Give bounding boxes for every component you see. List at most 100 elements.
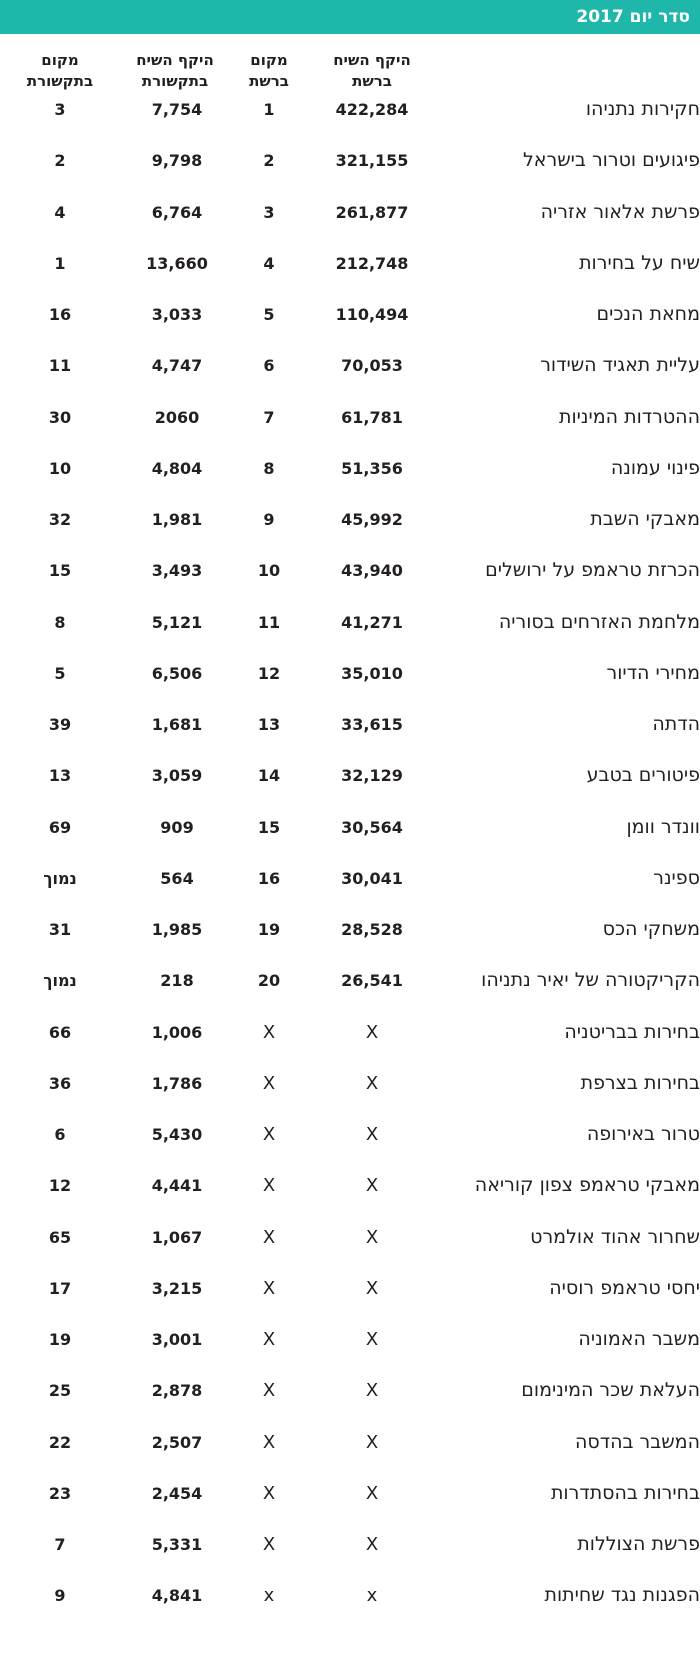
header-net-volume: היקף השיח ברשת <box>322 50 422 92</box>
header-media-rank: מקום בתקשורת <box>10 50 110 92</box>
header-media-rank-line2: בתקשורת <box>26 72 94 90</box>
topic-cell: מחירי הדיור <box>606 661 700 684</box>
media-volume-cell: 6,764 <box>151 202 203 222</box>
net-rank-cell: 2 <box>263 151 275 171</box>
net-volume-cell: X <box>365 1482 379 1504</box>
topic-cell: טרור באירופה <box>586 1123 700 1145</box>
topic-cell: פרשת אלאור אזריה <box>540 200 700 223</box>
net-rank-cell: X <box>262 1124 276 1145</box>
net-rank-cell: X <box>262 1021 276 1043</box>
media-rank-cell: 11 <box>48 356 72 376</box>
table-row: מחאת הנכים 110,494 5 3,033 16 <box>0 289 700 340</box>
net-volume-cell: 261,877 <box>335 202 409 222</box>
media-volume-cell: 3,001 <box>151 1330 203 1349</box>
net-rank-cell: X <box>262 1380 276 1402</box>
media-rank-cell: 25 <box>48 1381 72 1401</box>
topic-cell: פינוי עמונה <box>610 456 700 479</box>
net-volume-cell: 51,356 <box>341 458 403 478</box>
net-rank-cell: 11 <box>257 612 281 632</box>
media-volume-cell: 909 <box>160 817 194 837</box>
media-volume-cell: 5,430 <box>151 1125 203 1144</box>
net-volume-cell: 321,155 <box>335 151 409 171</box>
media-rank-cell: 66 <box>48 1022 72 1042</box>
header-media-volume-line2: בתקשורת <box>141 72 209 90</box>
table-row: חקירות נתניהו 422,284 1 7,754 3 <box>0 84 700 135</box>
media-volume-cell: 1,681 <box>151 715 203 734</box>
topic-cell: העלאת שכר המינימום <box>521 1379 700 1402</box>
header-net-rank: מקום ברשת <box>234 50 304 92</box>
media-volume-cell: 3,493 <box>151 561 203 581</box>
media-rank-cell: 23 <box>48 1483 72 1503</box>
table-row: פרשת אלאור אזריה 261,877 3 6,764 4 <box>0 187 700 238</box>
net-volume-cell: X <box>365 1226 379 1248</box>
net-volume-cell: X <box>365 1431 379 1453</box>
media-volume-cell: 5,121 <box>151 612 203 632</box>
page-title: סדר יום 2017 <box>576 7 690 27</box>
net-rank-cell: 1 <box>263 100 275 119</box>
topic-cell: המשבר בהדסה <box>574 1430 700 1453</box>
net-rank-cell: 15 <box>257 817 281 837</box>
header-media-volume-line1: היקף השיח <box>136 51 214 69</box>
net-volume-cell: 33,615 <box>341 715 403 734</box>
net-volume-cell: 26,541 <box>341 971 403 991</box>
net-volume-cell: 30,564 <box>341 817 403 837</box>
table-row: משחקי הכס 28,528 19 1,985 31 <box>0 904 700 955</box>
net-rank-cell: 16 <box>257 868 281 888</box>
topic-cell: בחירות בהסתדרות <box>550 1481 700 1504</box>
net-rank-cell: 14 <box>257 766 281 786</box>
net-rank-cell: 13 <box>257 715 281 734</box>
topic-cell: הקריקטורה של יאיר נתניהו <box>481 969 700 992</box>
topic-cell: ההטרדות המיניות <box>558 405 700 428</box>
media-volume-cell: 4,804 <box>151 458 203 478</box>
topic-cell: שיח על בחירות <box>579 251 700 274</box>
net-volume-cell: 41,271 <box>341 612 403 632</box>
media-volume-cell: 7,754 <box>151 100 203 119</box>
net-rank-cell: X <box>262 1072 276 1094</box>
media-volume-cell: 2060 <box>154 407 200 427</box>
media-rank-cell: 3 <box>54 100 66 119</box>
topic-cell: משבר האמוניה <box>578 1328 700 1350</box>
table-row: מאבקי השבת 45,992 9 1,981 32 <box>0 494 700 545</box>
net-volume-cell: x <box>366 1585 378 1607</box>
topic-cell: פרשת הצוללות <box>577 1533 700 1555</box>
media-volume-cell: 2,507 <box>151 1432 203 1452</box>
table-row: ספינר 30,041 16 564 נמוך <box>0 853 700 904</box>
topic-cell: פיטורים בטבע <box>586 764 700 787</box>
net-volume-cell: 61,781 <box>341 407 403 427</box>
table-row: הפגנות נגד שחיתות x x 4,841 9 <box>0 1570 700 1621</box>
media-rank-cell: 8 <box>54 612 66 632</box>
media-rank-cell: 19 <box>48 1330 72 1349</box>
table-row: מלחמת האזרחים בסוריה 41,271 11 5,121 8 <box>0 597 700 648</box>
table-row: טרור באירופה X X 5,430 6 <box>0 1109 700 1160</box>
net-volume-cell: X <box>365 1329 379 1350</box>
media-volume-cell: 5,331 <box>151 1535 203 1554</box>
table-row: פרשת הצוללות X X 5,331 7 <box>0 1519 700 1570</box>
media-volume-cell: 2,454 <box>151 1483 203 1503</box>
net-volume-cell: X <box>365 1277 379 1299</box>
net-volume-cell: X <box>365 1534 379 1555</box>
topic-cell: בחירות בצרפת <box>580 1071 700 1094</box>
topic-cell: הפגנות נגד שחיתות <box>544 1584 700 1607</box>
topic-cell: בחירות בבריטניה <box>564 1020 700 1043</box>
net-rank-cell: 12 <box>257 663 281 683</box>
header-media-rank-line1: מקום <box>41 51 79 69</box>
table-row: הדתה 33,615 13 1,681 39 <box>0 699 700 750</box>
net-rank-cell: 5 <box>263 305 275 324</box>
net-rank-cell: 9 <box>263 510 275 529</box>
net-rank-cell: X <box>262 1431 276 1453</box>
media-rank-cell: 4 <box>54 202 66 222</box>
media-volume-cell: 3,059 <box>151 766 203 786</box>
net-volume-cell: 35,010 <box>341 663 403 683</box>
media-volume-cell: 1,981 <box>151 510 203 529</box>
net-volume-cell: 110,494 <box>335 305 409 324</box>
media-volume-cell: 564 <box>160 868 194 888</box>
media-volume-cell: 1,067 <box>151 1227 203 1247</box>
media-rank-cell: 39 <box>48 715 72 734</box>
media-volume-cell: 4,747 <box>151 356 203 376</box>
table-row: ההטרדות המיניות 61,781 7 2060 30 <box>0 392 700 443</box>
table-row: פינוי עמונה 51,356 8 4,804 10 <box>0 443 700 494</box>
net-rank-cell: 3 <box>263 202 275 222</box>
media-rank-cell: 31 <box>48 920 72 939</box>
media-volume-cell: 1,786 <box>151 1073 203 1093</box>
net-volume-cell: X <box>365 1124 379 1145</box>
